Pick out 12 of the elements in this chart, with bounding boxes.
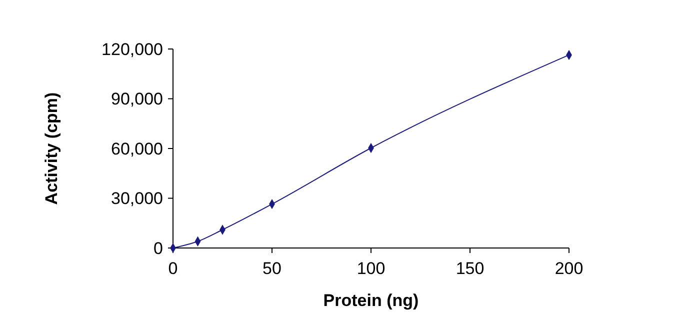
x-tick-label: 200 bbox=[554, 259, 584, 278]
y-tick-label: 60,000 bbox=[111, 139, 163, 158]
x-tick-label: 150 bbox=[456, 259, 484, 278]
y-tick-label: 90,000 bbox=[111, 90, 163, 109]
x-tick-label: 0 bbox=[168, 259, 178, 278]
y-tick-label: 30,000 bbox=[111, 189, 163, 208]
x-axis-title: Protein (ng) bbox=[323, 291, 419, 310]
y-tick-label: 120,000 bbox=[102, 40, 163, 59]
y-tick-label: 0 bbox=[154, 238, 163, 258]
y-axis-title: Activity (cpm) bbox=[42, 92, 61, 205]
x-tick-label: 50 bbox=[262, 259, 282, 278]
x-tick-label: 100 bbox=[356, 259, 386, 278]
